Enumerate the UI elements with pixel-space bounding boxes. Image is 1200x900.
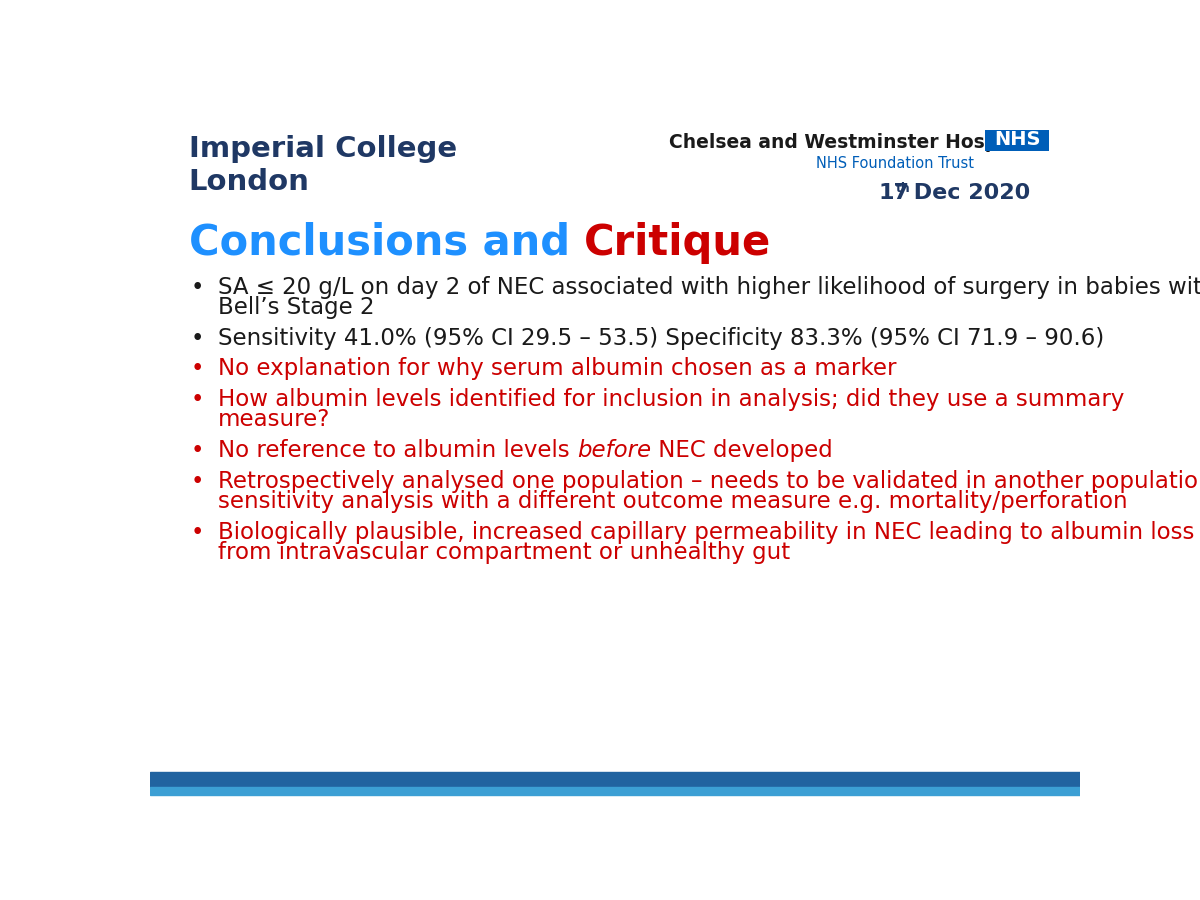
Text: th: th xyxy=(895,182,911,195)
Text: Sensitivity 41.0% (95% CI 29.5 – 53.5) Specificity 83.3% (95% CI 71.9 – 90.6): Sensitivity 41.0% (95% CI 29.5 – 53.5) S… xyxy=(218,327,1104,350)
Text: SA ≤ 20 g/L on day 2 of NEC associated with higher likelihood of surgery in babi: SA ≤ 20 g/L on day 2 of NEC associated w… xyxy=(218,276,1200,299)
Text: •: • xyxy=(191,327,204,350)
Text: How albumin levels identified for inclusion in analysis; did they use a summary: How albumin levels identified for inclus… xyxy=(218,388,1124,411)
Text: Biologically plausible, increased capillary permeability in NEC leading to album: Biologically plausible, increased capill… xyxy=(218,521,1194,544)
Text: Bell’s Stage 2: Bell’s Stage 2 xyxy=(218,296,374,319)
Text: Imperial College
London: Imperial College London xyxy=(188,135,457,196)
Text: Chelsea and Westminster Hospital: Chelsea and Westminster Hospital xyxy=(670,132,1033,151)
Text: NHS Foundation Trust: NHS Foundation Trust xyxy=(816,156,974,171)
Text: before: before xyxy=(577,439,652,462)
Text: •: • xyxy=(191,439,204,462)
Bar xyxy=(150,771,1080,788)
Text: •: • xyxy=(191,470,204,493)
Text: sensitivity analysis with a different outcome measure e.g. mortality/perforation: sensitivity analysis with a different ou… xyxy=(218,490,1128,513)
Text: 17: 17 xyxy=(878,184,910,203)
Text: •: • xyxy=(191,357,204,381)
Text: from intravascular compartment or unhealthy gut: from intravascular compartment or unheal… xyxy=(218,541,791,563)
Text: Critique: Critique xyxy=(584,222,772,264)
Text: measure?: measure? xyxy=(218,409,330,431)
Text: Dec 2020: Dec 2020 xyxy=(906,184,1031,203)
Text: •: • xyxy=(191,276,204,299)
Text: Retrospectively analysed one population – needs to be validated in another popul: Retrospectively analysed one population … xyxy=(218,470,1200,493)
Text: No reference to albumin levels: No reference to albumin levels xyxy=(218,439,577,462)
FancyBboxPatch shape xyxy=(985,130,1049,151)
Text: •: • xyxy=(191,521,204,544)
Text: Conclusions and: Conclusions and xyxy=(188,222,584,264)
Text: NHS: NHS xyxy=(994,130,1040,149)
Bar xyxy=(150,788,1080,795)
Text: •: • xyxy=(191,388,204,411)
Text: No explanation for why serum albumin chosen as a marker: No explanation for why serum albumin cho… xyxy=(218,357,896,381)
Text: NEC developed: NEC developed xyxy=(652,439,833,462)
